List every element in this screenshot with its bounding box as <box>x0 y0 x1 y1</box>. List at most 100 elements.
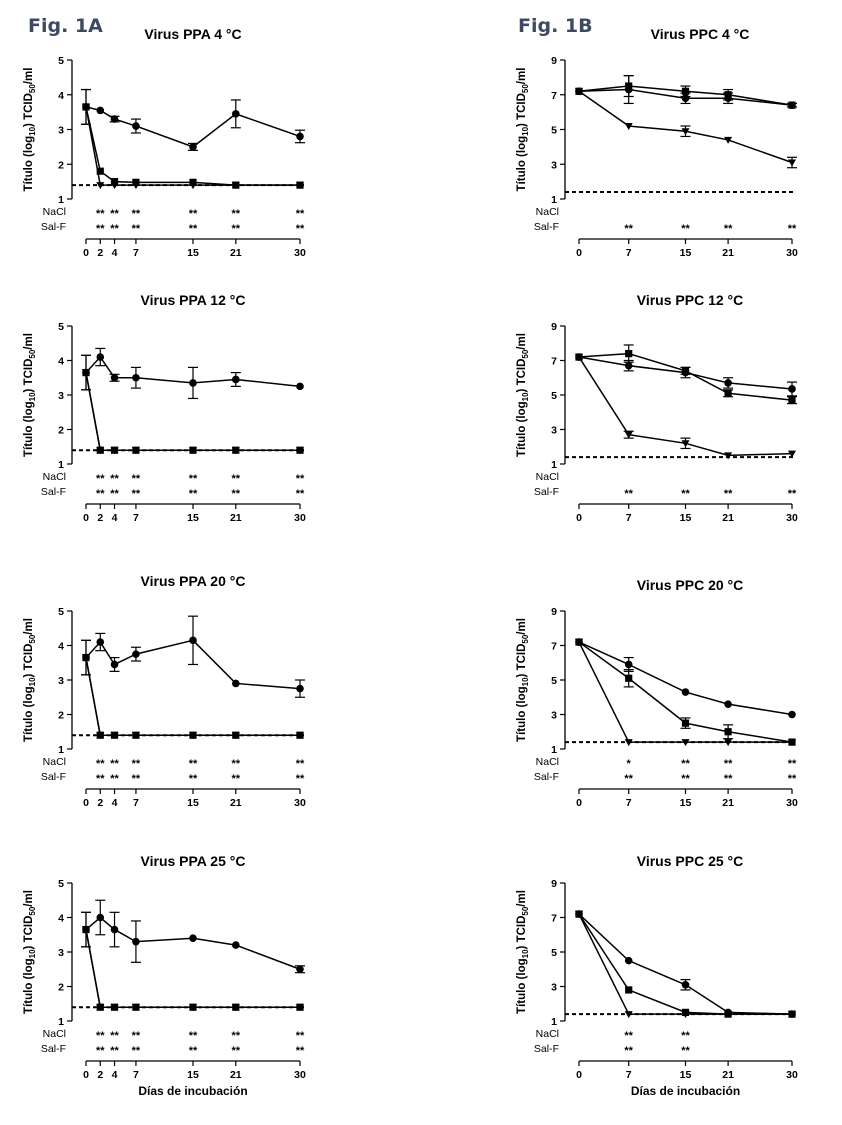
significance-mark: ** <box>189 208 198 220</box>
significance-mark: ** <box>624 223 633 235</box>
significance-row-label: Sal-F <box>534 221 559 233</box>
data-point-triangle <box>110 1004 119 1012</box>
significance-mark: ** <box>110 488 119 500</box>
data-point-triangle <box>681 739 690 747</box>
data-point-triangle <box>110 447 119 455</box>
data-point-triangle <box>575 88 583 96</box>
data-point-triangle <box>189 732 197 740</box>
x-tick-label: 21 <box>722 1069 734 1081</box>
significance-mark: ** <box>110 223 119 235</box>
data-point-circle <box>110 115 119 123</box>
significance-mark: ** <box>788 223 797 235</box>
x-tick-label: 0 <box>576 512 582 524</box>
y-tick-label: 1 <box>551 194 557 206</box>
x-tick-label: 7 <box>626 797 632 809</box>
x-tick-label: 7 <box>133 512 139 524</box>
x-tick-label: 15 <box>187 512 199 524</box>
data-point-circle <box>296 965 304 974</box>
data-point-square <box>96 167 104 175</box>
data-point-circle <box>132 650 140 658</box>
significance-mark: ** <box>296 1030 305 1042</box>
data-point-square <box>724 728 732 736</box>
data-point-circle <box>681 980 690 989</box>
significance-mark: ** <box>110 473 119 485</box>
significance-mark: ** <box>132 1030 141 1042</box>
significance-mark: ** <box>132 1045 141 1057</box>
x-tick-label: 2 <box>97 247 103 259</box>
data-point-circle <box>724 379 732 387</box>
x-tick-label: 15 <box>680 797 692 809</box>
significance-row-label: NaCl <box>536 206 559 218</box>
data-point-circle <box>189 143 197 151</box>
significance-row-label: Sal-F <box>41 221 66 233</box>
significance-mark: ** <box>96 758 105 770</box>
data-point-circle <box>189 934 197 942</box>
x-tick-label: 15 <box>187 1069 199 1081</box>
data-point-circle <box>110 660 119 669</box>
significance-mark: ** <box>232 473 241 485</box>
significance-mark: ** <box>96 208 105 220</box>
data-point-triangle <box>96 182 105 190</box>
x-axis-label: Días de incubación <box>631 1084 740 1098</box>
data-point-triangle <box>788 739 796 747</box>
significance-mark: ** <box>296 758 305 770</box>
data-point-circle <box>788 710 796 719</box>
y-tick-label: 7 <box>551 90 557 102</box>
x-tick-label: 4 <box>112 1069 118 1081</box>
chart-title: Virus PPC 25 °C <box>637 853 744 869</box>
significance-mark: ** <box>296 208 305 220</box>
y-axis-label: Título (log10) TCID50/ml <box>23 68 37 192</box>
x-tick-label: 7 <box>626 512 632 524</box>
significance-mark: ** <box>296 1045 305 1057</box>
significance-row-label: Sal-F <box>534 1043 559 1055</box>
significance-mark: ** <box>296 488 305 500</box>
significance-row-label: NaCl <box>43 471 66 483</box>
significance-mark: ** <box>132 473 141 485</box>
chart-title: Virus PPA 4 °C <box>144 26 241 42</box>
data-point-triangle <box>724 1011 733 1019</box>
x-tick-label: 21 <box>230 247 242 259</box>
data-point-triangle <box>724 739 733 747</box>
x-tick-label: 2 <box>97 512 103 524</box>
y-tick-label: 5 <box>551 390 557 402</box>
x-tick-label: 7 <box>133 797 139 809</box>
significance-mark: ** <box>624 488 633 500</box>
x-tick-label: 4 <box>112 512 118 524</box>
x-tick-label: 4 <box>112 797 118 809</box>
chart-panels: Virus PPA 4 °C 1 2 3 4 5 Título (log10) TCID50… <box>23 26 798 1098</box>
x-tick-label: 2 <box>97 1069 103 1081</box>
data-point-circle <box>189 379 197 387</box>
series-line-square <box>85 657 300 736</box>
significance-row-label: NaCl <box>536 1028 559 1040</box>
y-tick-label: 3 <box>551 425 557 437</box>
significance-mark: ** <box>96 473 105 485</box>
data-point-triangle <box>231 1004 240 1012</box>
series-line-triangle <box>85 657 300 736</box>
data-point-circle <box>681 688 690 696</box>
data-point-square <box>681 367 690 375</box>
y-tick-label: 5 <box>551 675 557 687</box>
significance-mark: ** <box>96 773 105 785</box>
series-line-circle <box>85 916 301 970</box>
data-point-triangle <box>575 354 583 362</box>
significance-mark: ** <box>624 773 633 785</box>
data-point-circle <box>724 700 732 708</box>
y-tick-label: 2 <box>58 982 64 994</box>
series-line-square <box>578 913 792 1015</box>
data-point-triangle <box>131 732 140 740</box>
y-axis-label: Título (log10) TCID50/ml <box>516 68 530 192</box>
significance-mark: ** <box>232 1045 241 1057</box>
data-point-triangle <box>788 159 796 167</box>
data-point-circle <box>96 638 105 646</box>
y-tick-label: 1 <box>58 744 64 756</box>
y-tick-label: 3 <box>58 675 64 687</box>
y-tick-label: 3 <box>58 390 64 402</box>
y-tick-label: 5 <box>551 947 557 959</box>
data-point-triangle <box>231 732 240 740</box>
significance-mark: ** <box>110 1030 119 1042</box>
significance-mark: ** <box>110 773 119 785</box>
significance-mark: ** <box>189 223 198 235</box>
data-point-square <box>625 986 633 994</box>
data-point-triangle <box>82 369 90 377</box>
data-point-triangle <box>681 128 690 136</box>
